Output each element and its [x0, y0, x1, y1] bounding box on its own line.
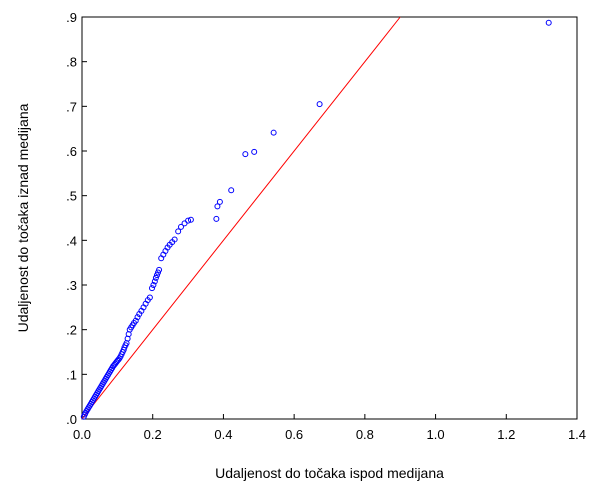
y-tick-label: .1 — [66, 367, 77, 382]
data-point — [155, 269, 162, 276]
x-tick-label: 0.4 — [214, 427, 232, 442]
y-axis-title: Udaljenost do točaka iznad medijana — [15, 103, 31, 332]
data-point — [150, 282, 157, 288]
data-point — [251, 148, 258, 155]
y-tick-label: .3 — [66, 278, 77, 293]
y-tick-label: .4 — [66, 233, 77, 248]
x-tick-label: 0.8 — [356, 427, 374, 442]
data-point — [171, 236, 178, 243]
x-tick-label: 0.2 — [144, 427, 162, 442]
data-point — [149, 285, 156, 292]
y-tick-label: .8 — [66, 55, 77, 70]
x-axis-ticks: 0.0 0.2 0.4 0.6 0.8 1.0 1.2 1.4 — [73, 414, 586, 442]
plot-frame — [81, 16, 578, 420]
y-tick-label: .7 — [66, 99, 77, 114]
x-tick-label: 1.0 — [427, 427, 445, 442]
x-tick-label: 1.2 — [497, 427, 515, 442]
data-point — [214, 203, 221, 210]
data-point — [242, 151, 249, 158]
data-points — [80, 19, 552, 420]
data-point — [216, 198, 223, 205]
y-tick-label: .5 — [66, 189, 77, 204]
data-point — [213, 215, 220, 222]
data-point — [146, 294, 153, 301]
y-tick-label: .2 — [66, 323, 77, 338]
data-point — [187, 216, 194, 223]
data-point — [153, 272, 160, 279]
data-point — [270, 129, 277, 136]
data-point — [228, 187, 235, 194]
y-tick-label: .6 — [66, 144, 77, 159]
data-point — [178, 223, 184, 230]
x-tick-label: 0.6 — [285, 427, 303, 442]
data-point — [134, 314, 141, 321]
data-point — [132, 317, 139, 324]
data-point — [545, 19, 552, 26]
data-point — [152, 274, 159, 281]
data-point — [185, 217, 192, 224]
x-tick-label: 1.4 — [568, 427, 586, 442]
reference-line — [81, 16, 401, 420]
x-axis-title: Udaljenost do točaka ispod medijana — [215, 465, 444, 481]
y-tick-label: .0 — [66, 412, 77, 427]
x-tick-label: 0.0 — [73, 427, 91, 442]
y-tick-label: .9 — [66, 10, 77, 25]
y-axis-ticks: .0 .1 .2 .3 .4 .5 .6 .7 .8 .9 — [66, 10, 87, 427]
data-point — [175, 228, 182, 235]
data-point — [156, 266, 163, 273]
data-point — [151, 278, 158, 285]
data-point — [316, 101, 323, 108]
